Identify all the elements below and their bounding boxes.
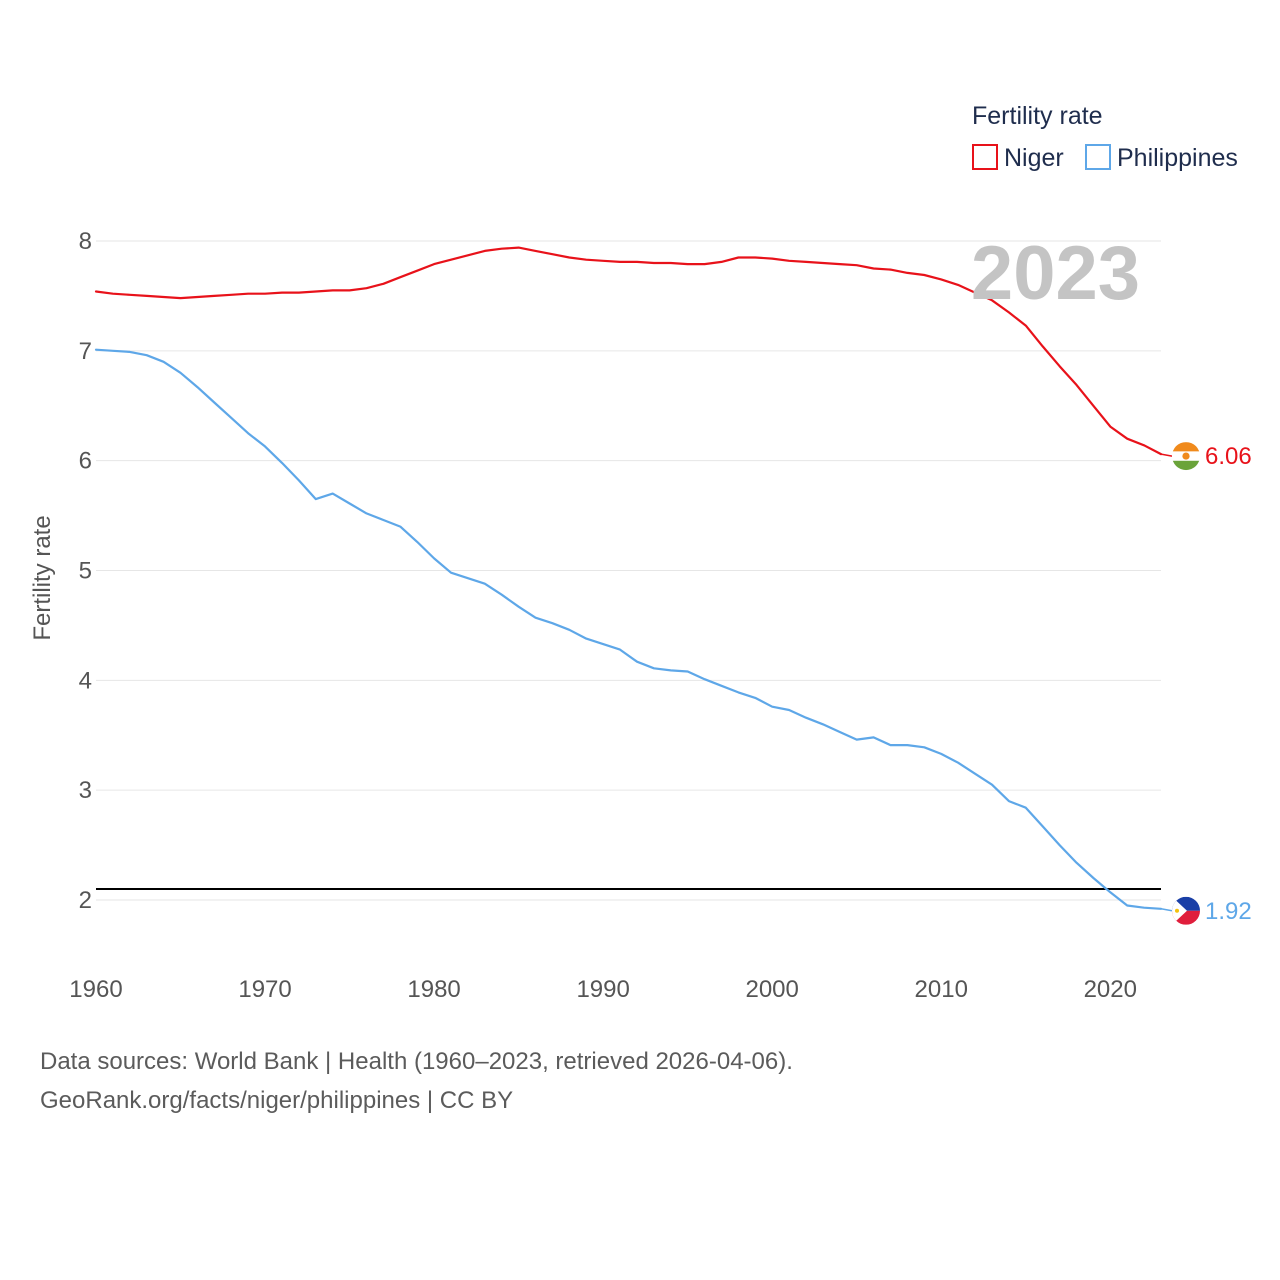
- footer: Data sources: World Bank | Health (1960–…: [40, 1042, 793, 1120]
- end-value-label-niger: 6.06: [1205, 443, 1252, 470]
- x-tick-label: 2020: [1084, 976, 1137, 1003]
- legend-label-philippines: Philippines: [1117, 144, 1238, 172]
- philippines-flag-icon: [1172, 896, 1200, 925]
- y-tick-label: 3: [79, 777, 92, 804]
- end-connector-philippines: [1160, 908, 1173, 912]
- end-markers: 6.06 1.92: [1160, 442, 1252, 925]
- x-tick-label: 2000: [745, 976, 798, 1003]
- y-tick-label: 7: [79, 338, 92, 365]
- y-axis-ticks: 2 3 4 5 6 7 8: [79, 228, 92, 914]
- legend-title: Fertility rate: [972, 102, 1103, 130]
- x-tick-label: 1960: [69, 976, 122, 1003]
- y-axis-title: Fertility rate: [29, 515, 56, 640]
- series-lines: [94, 246, 1163, 910]
- x-tick-label: 1980: [407, 976, 460, 1003]
- series-line-philippines[interactable]: [94, 348, 1163, 910]
- source-url-text: GeoRank.org/facts/niger/philippines | CC…: [40, 1087, 514, 1114]
- legend-label-niger: Niger: [1004, 144, 1064, 172]
- y-tick-label: 4: [79, 667, 92, 694]
- niger-flag-icon: [1172, 442, 1200, 471]
- grid-lines: [96, 240, 1161, 901]
- x-tick-label: 2010: [915, 976, 968, 1003]
- current-year-label: 2023: [971, 231, 1140, 316]
- legend-swatch-niger: [972, 144, 998, 170]
- x-axis-ticks: 1960 1970 1980 1990 2000 2010 2020: [69, 976, 1137, 1003]
- legend: Fertility rate Niger Philippines: [972, 102, 1238, 172]
- series-line-niger[interactable]: [94, 246, 1163, 456]
- fertility-rate-chart: 2 3 4 5 6 7 8 1960 1970 1980 1990 2000 2010 2020 6.0…: [29, 102, 1252, 1003]
- data-sources-text: Data sources: World Bank | Health (1960–…: [40, 1048, 793, 1075]
- end-connector-niger: [1160, 453, 1173, 457]
- y-tick-label: 6: [79, 448, 92, 475]
- x-tick-label: 1970: [238, 976, 291, 1003]
- legend-item-philippines[interactable]: Philippines: [1085, 144, 1238, 172]
- y-tick-label: 2: [79, 887, 92, 914]
- y-tick-label: 8: [79, 228, 92, 255]
- y-tick-label: 5: [79, 558, 92, 585]
- x-tick-label: 1990: [576, 976, 629, 1003]
- end-value-label-philippines: 1.92: [1205, 898, 1252, 925]
- legend-item-niger[interactable]: Niger: [972, 144, 1064, 172]
- legend-swatch-philippines: [1085, 144, 1111, 170]
